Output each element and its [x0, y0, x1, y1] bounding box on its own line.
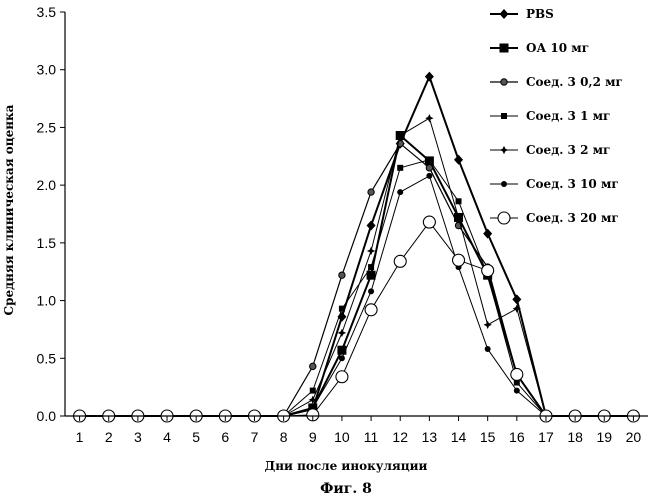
data-point-star: [338, 329, 346, 337]
x-tick-label: 17: [538, 429, 554, 445]
data-point-small-square: [339, 306, 345, 312]
y-axis-title: Средняя клиническая оценка: [2, 104, 16, 315]
data-point-open-circle: [453, 254, 465, 266]
data-point-circle: [310, 363, 316, 369]
legend-label: Соед. 3 20 мг: [526, 211, 619, 225]
legend-label: PBS: [526, 7, 554, 21]
x-tick-label: 13: [422, 429, 438, 445]
data-point-small-square: [397, 165, 403, 171]
series-7: [74, 216, 640, 422]
legend-item: Соед. 3 10 мг: [490, 177, 619, 191]
data-point-open-circle: [498, 212, 510, 224]
data-point-circle: [397, 189, 403, 195]
data-point-star: [425, 114, 433, 122]
data-point-small-square: [368, 264, 374, 270]
x-tick-label: 1: [76, 429, 84, 445]
y-tick-label: 0.0: [37, 408, 57, 424]
data-point-circle: [368, 288, 374, 294]
data-point-open-circle: [482, 265, 494, 277]
series-1: [75, 72, 638, 421]
data-point-open-circle: [365, 304, 377, 316]
x-tick-label: 16: [509, 429, 525, 445]
data-point-small-square: [426, 157, 432, 163]
data-point-diamond: [367, 221, 376, 231]
y-tick-label: 3.0: [37, 62, 57, 78]
legend-item: Соед. 3 20 мг: [490, 211, 619, 225]
series-line: [80, 160, 634, 416]
legend-item: Соед. 3 0,2 мг: [490, 75, 623, 89]
series-6: [77, 173, 637, 419]
x-tick-label: 5: [192, 429, 200, 445]
x-tick-label: 6: [221, 429, 229, 445]
data-point-diamond: [425, 72, 434, 82]
data-point-open-circle: [336, 371, 348, 383]
y-tick-label: 3.5: [37, 4, 57, 20]
x-tick-label: 8: [280, 429, 288, 445]
data-point-diamond: [483, 229, 492, 239]
x-tick-label: 3: [134, 429, 142, 445]
data-point-square: [500, 44, 509, 53]
series-line: [80, 222, 634, 416]
x-tick-label: 2: [105, 429, 113, 445]
data-point-circle: [368, 189, 374, 195]
legend-item: PBS: [490, 7, 554, 21]
legend-item: Соед. 3 2 мг: [490, 143, 610, 157]
legend-label: Соед. 3 10 мг: [526, 177, 619, 191]
figure-caption: Фиг. 8: [320, 481, 372, 497]
series-2: [75, 131, 638, 420]
data-point-open-circle: [423, 216, 435, 228]
data-point-circle: [501, 181, 507, 187]
data-point-open-circle: [511, 368, 523, 380]
legend-item: ОА 10 мг: [490, 41, 589, 55]
y-tick-label: 2.0: [37, 177, 57, 193]
data-point-open-circle: [394, 255, 406, 267]
legend-item: Соед. 3 1 мг: [490, 109, 610, 123]
y-tick-label: 1.0: [37, 293, 57, 309]
x-tick-label: 19: [596, 429, 612, 445]
x-tick-label: 12: [392, 429, 408, 445]
data-point-star: [500, 146, 508, 154]
data-point-circle: [426, 173, 432, 179]
legend-label: Соед. 3 2 мг: [526, 143, 610, 157]
data-point-small-square: [501, 113, 507, 119]
data-point-diamond: [500, 9, 509, 19]
legend-label: ОА 10 мг: [526, 41, 589, 55]
y-tick-label: 0.5: [37, 350, 57, 366]
legend-label: Соед. 3 1 мг: [526, 109, 610, 123]
data-point-circle: [426, 165, 432, 171]
x-tick-label: 14: [451, 429, 467, 445]
data-point-circle: [501, 79, 507, 85]
data-point-circle: [339, 355, 345, 361]
data-point-small-square: [456, 198, 462, 204]
series-line: [80, 118, 634, 416]
data-point-diamond: [454, 155, 463, 165]
x-tick-label: 20: [626, 429, 642, 445]
x-tick-label: 9: [309, 429, 317, 445]
data-point-diamond: [512, 294, 521, 304]
legend: PBS ОА 10 мг Соед. 3 0,2 мг Соед. 3 1 мг Сое…: [490, 7, 623, 225]
data-point-circle: [514, 388, 520, 394]
series-line: [80, 77, 634, 416]
data-point-circle: [339, 272, 345, 278]
x-tick-label: 7: [251, 429, 259, 445]
x-tick-label: 10: [334, 429, 350, 445]
series-5: [75, 114, 637, 420]
data-point-star: [483, 321, 491, 329]
x-tick-label: 4: [163, 429, 171, 445]
series-4: [77, 157, 637, 419]
y-tick-label: 2.5: [37, 119, 57, 135]
x-tick-label: 18: [567, 429, 583, 445]
legend-label: Соед. 3 0,2 мг: [526, 75, 623, 89]
x-axis-title: Дни после инокуляции: [265, 459, 428, 473]
data-point-small-square: [310, 388, 316, 394]
x-tick-label: 15: [480, 429, 496, 445]
data-point-star: [367, 247, 375, 255]
x-tick-label: 11: [364, 429, 379, 445]
data-point-circle: [485, 346, 491, 352]
y-tick-label: 1.5: [37, 235, 57, 251]
plot-area: [74, 72, 640, 422]
